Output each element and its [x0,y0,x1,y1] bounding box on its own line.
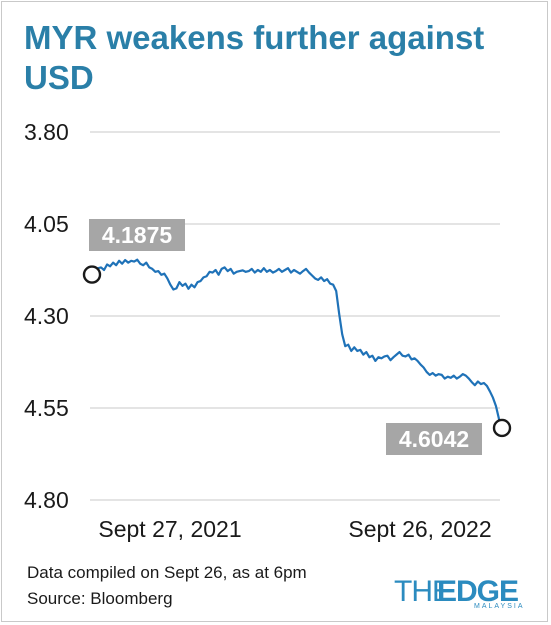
the-edge-logo: THE EDGE MALAYSIA [394,577,534,613]
chart-title: MYR weakens further against USD [24,19,485,96]
series-line-myr-usd [91,258,504,429]
y-tick-label-4: 4.80 [24,487,69,513]
x-axis-ticks: Sept 27, 2021 Sept 26, 2022 [98,516,491,542]
start-point-marker [82,265,102,284]
y-axis-ticks: 3.80 4.05 4.30 4.55 4.80 [24,119,69,513]
logo-the-text: THE [394,575,452,608]
callouts-layer: 4.1875 4.6042 [82,219,512,455]
start-callout-label: 4.1875 [102,222,173,248]
logo-sub-text: MALAYSIA [474,603,525,610]
start-callout-box [89,219,185,251]
footer-note: Data compiled on Sept 26, as at 6pm [27,563,307,582]
x-tick-label-1: Sept 26, 2022 [348,516,491,542]
x-tick-label-0: Sept 27, 2021 [98,516,241,542]
end-callout-box [386,423,482,455]
y-tick-label-2: 4.30 [24,303,69,329]
end-callout-label: 4.6042 [399,426,469,452]
footer-source: Source: Bloomberg [27,589,173,608]
y-tick-label-3: 4.55 [24,395,69,421]
end-point-marker [492,418,512,438]
series-layer [91,258,504,429]
y-tick-label-1: 4.05 [24,211,69,237]
logo-edge-text: EDGE [437,575,519,608]
y-tick-label-0: 3.80 [24,119,69,145]
